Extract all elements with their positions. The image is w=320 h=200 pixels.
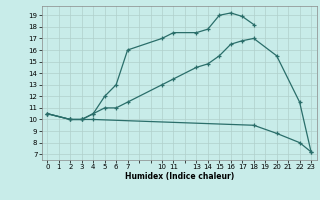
X-axis label: Humidex (Indice chaleur): Humidex (Indice chaleur) bbox=[124, 172, 234, 181]
